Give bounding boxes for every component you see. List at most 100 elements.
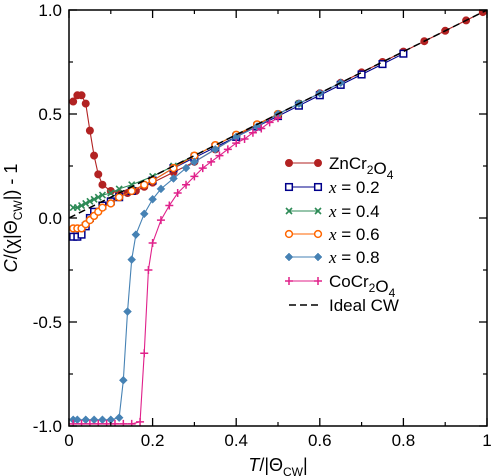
data-point bbox=[248, 128, 257, 137]
data-point bbox=[136, 417, 145, 426]
data-point bbox=[94, 419, 103, 426]
data-point bbox=[82, 199, 90, 208]
data-point bbox=[81, 99, 90, 108]
data-point bbox=[114, 413, 124, 423]
data-point bbox=[90, 151, 99, 160]
data-point bbox=[210, 145, 220, 154]
data-point bbox=[107, 189, 115, 197]
legend-marker bbox=[313, 182, 323, 192]
data-point bbox=[127, 419, 136, 426]
legend-item-x-0-8: x = 0.8 bbox=[284, 248, 380, 267]
legend-marker bbox=[284, 158, 293, 167]
data-point bbox=[148, 238, 157, 247]
data-point bbox=[156, 216, 165, 225]
data-point bbox=[131, 230, 141, 239]
legend-marker bbox=[285, 277, 293, 285]
series-x-0-8 bbox=[69, 78, 346, 425]
x-tick-label: 1 bbox=[482, 431, 491, 450]
legend-label: x = 0.4 bbox=[328, 202, 380, 221]
y-tick-label: 0.0 bbox=[38, 209, 62, 228]
data-point bbox=[265, 118, 274, 127]
data-point bbox=[94, 170, 103, 179]
x-tick-label: 0.6 bbox=[308, 431, 332, 450]
y-tick-label: -1.0 bbox=[33, 417, 62, 436]
data-point bbox=[81, 415, 91, 425]
data-point bbox=[148, 194, 157, 204]
series-x-0-4 bbox=[69, 100, 303, 212]
data-point bbox=[169, 174, 178, 183]
data-point bbox=[77, 91, 86, 100]
data-point bbox=[106, 199, 115, 208]
data-point bbox=[89, 415, 99, 425]
data-point bbox=[144, 266, 153, 274]
data-point bbox=[86, 197, 94, 205]
data-point bbox=[215, 151, 224, 160]
data-point bbox=[182, 180, 191, 189]
y-tick-label: 0.5 bbox=[38, 105, 62, 124]
data-point bbox=[98, 180, 107, 189]
legend-marker bbox=[314, 207, 322, 215]
data-point bbox=[98, 415, 107, 425]
data-point bbox=[357, 70, 366, 79]
series-ideal-cw bbox=[69, 10, 487, 219]
x-tick-label: 0.2 bbox=[141, 431, 165, 450]
data-point bbox=[156, 184, 166, 194]
series-zncr2o4 bbox=[69, 10, 487, 198]
data-point bbox=[90, 195, 98, 203]
data-point bbox=[378, 60, 387, 69]
y-tick-label: 1.0 bbox=[38, 1, 62, 20]
x-tick-label: 0.4 bbox=[224, 431, 248, 450]
legend-marker bbox=[284, 229, 294, 239]
ideal-cw-line bbox=[69, 10, 487, 219]
legend-marker bbox=[313, 229, 323, 239]
legend-marker bbox=[314, 277, 322, 285]
data-point bbox=[223, 145, 232, 154]
data-point bbox=[77, 201, 86, 210]
data-point bbox=[181, 163, 191, 173]
data-point bbox=[139, 209, 149, 219]
data-point bbox=[98, 203, 107, 212]
data-point bbox=[173, 189, 182, 198]
data-point bbox=[232, 139, 241, 148]
legend-label: ZnCr2O4 bbox=[329, 154, 394, 182]
data-point bbox=[77, 419, 86, 426]
legend-item-ideal-cw: Ideal CW bbox=[289, 296, 399, 315]
legend-label: Ideal CW bbox=[329, 296, 399, 315]
data-point bbox=[165, 201, 174, 210]
plot-frame bbox=[68, 9, 488, 427]
data-point bbox=[118, 375, 128, 385]
data-point bbox=[73, 204, 81, 212]
data-point bbox=[190, 172, 199, 181]
legend-item-x-0-4: x = 0.4 bbox=[285, 202, 380, 221]
legend-label: CoCr2O4 bbox=[329, 272, 396, 300]
data-point bbox=[115, 185, 123, 193]
legend-marker bbox=[284, 252, 294, 262]
legend-label: x = 0.8 bbox=[328, 248, 380, 267]
data-point bbox=[274, 114, 282, 123]
data-point bbox=[94, 193, 102, 201]
data-point bbox=[140, 349, 149, 358]
data-point bbox=[127, 255, 137, 264]
legend-marker bbox=[313, 158, 322, 167]
legend-item-x-0-6: x = 0.6 bbox=[284, 225, 380, 244]
legend-label: x = 0.2 bbox=[328, 178, 380, 197]
data-point bbox=[128, 181, 136, 189]
data-point bbox=[85, 126, 94, 135]
legend-marker bbox=[284, 182, 294, 192]
data-point bbox=[123, 307, 132, 316]
data-point bbox=[102, 419, 111, 426]
data-point bbox=[69, 419, 78, 426]
series-cocr2o4 bbox=[69, 114, 282, 426]
y-tick-label: -0.5 bbox=[33, 313, 62, 332]
data-point bbox=[98, 191, 107, 199]
plot-area bbox=[69, 10, 487, 426]
data-point bbox=[69, 97, 78, 106]
x-tick-label: 0 bbox=[64, 431, 73, 450]
legend-item-cocr2o4: CoCr2O4 bbox=[285, 272, 396, 300]
data-point bbox=[85, 419, 94, 426]
x-axis-label: T/|ΘCW| bbox=[248, 455, 307, 476]
data-point bbox=[399, 49, 408, 58]
